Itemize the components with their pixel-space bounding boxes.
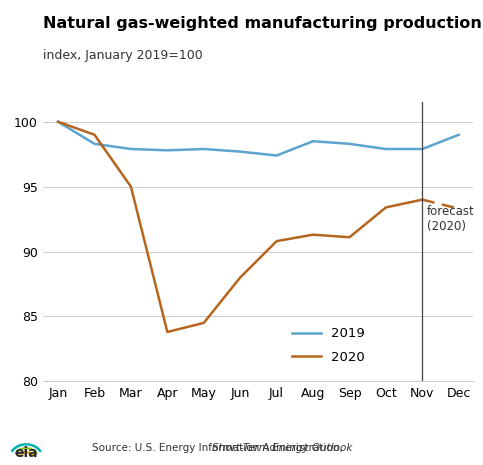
Text: Short-Term Energy Outlook: Short-Term Energy Outlook (213, 443, 353, 453)
Text: Natural gas-weighted manufacturing production index: Natural gas-weighted manufacturing produ… (43, 16, 483, 31)
Legend: 2019, 2020: 2019, 2020 (286, 322, 370, 369)
Text: index, January 2019=100: index, January 2019=100 (43, 49, 203, 62)
Text: eia: eia (14, 446, 38, 460)
Text: Source: U.S. Energy Information Administration,: Source: U.S. Energy Information Administ… (92, 443, 346, 453)
Text: forecast
(2020): forecast (2020) (426, 205, 474, 233)
